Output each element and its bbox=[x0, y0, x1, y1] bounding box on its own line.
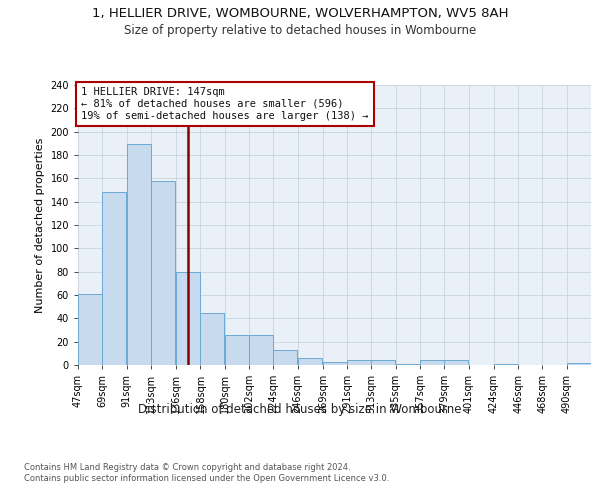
Bar bbox=[102, 192, 126, 365]
Bar bbox=[567, 362, 591, 365]
Text: Contains public sector information licensed under the Open Government Licence v3: Contains public sector information licen… bbox=[24, 474, 389, 483]
Bar bbox=[396, 364, 420, 365]
Bar bbox=[225, 334, 249, 365]
Y-axis label: Number of detached properties: Number of detached properties bbox=[35, 138, 45, 312]
Bar bbox=[200, 312, 224, 365]
Bar bbox=[273, 350, 297, 365]
Bar bbox=[151, 180, 175, 365]
Bar bbox=[420, 360, 444, 365]
Text: Contains HM Land Registry data © Crown copyright and database right 2024.: Contains HM Land Registry data © Crown c… bbox=[24, 462, 350, 471]
Text: Size of property relative to detached houses in Wombourne: Size of property relative to detached ho… bbox=[124, 24, 476, 37]
Bar bbox=[298, 358, 322, 365]
Bar bbox=[176, 272, 200, 365]
Bar bbox=[323, 362, 347, 365]
Bar bbox=[371, 360, 395, 365]
Bar bbox=[347, 360, 371, 365]
Bar bbox=[494, 364, 518, 365]
Bar bbox=[78, 294, 102, 365]
Text: Distribution of detached houses by size in Wombourne: Distribution of detached houses by size … bbox=[138, 402, 462, 415]
Bar bbox=[127, 144, 151, 365]
Text: 1, HELLIER DRIVE, WOMBOURNE, WOLVERHAMPTON, WV5 8AH: 1, HELLIER DRIVE, WOMBOURNE, WOLVERHAMPT… bbox=[92, 8, 508, 20]
Bar bbox=[249, 334, 273, 365]
Bar bbox=[444, 360, 468, 365]
Text: 1 HELLIER DRIVE: 147sqm
← 81% of detached houses are smaller (596)
19% of semi-d: 1 HELLIER DRIVE: 147sqm ← 81% of detache… bbox=[82, 88, 369, 120]
